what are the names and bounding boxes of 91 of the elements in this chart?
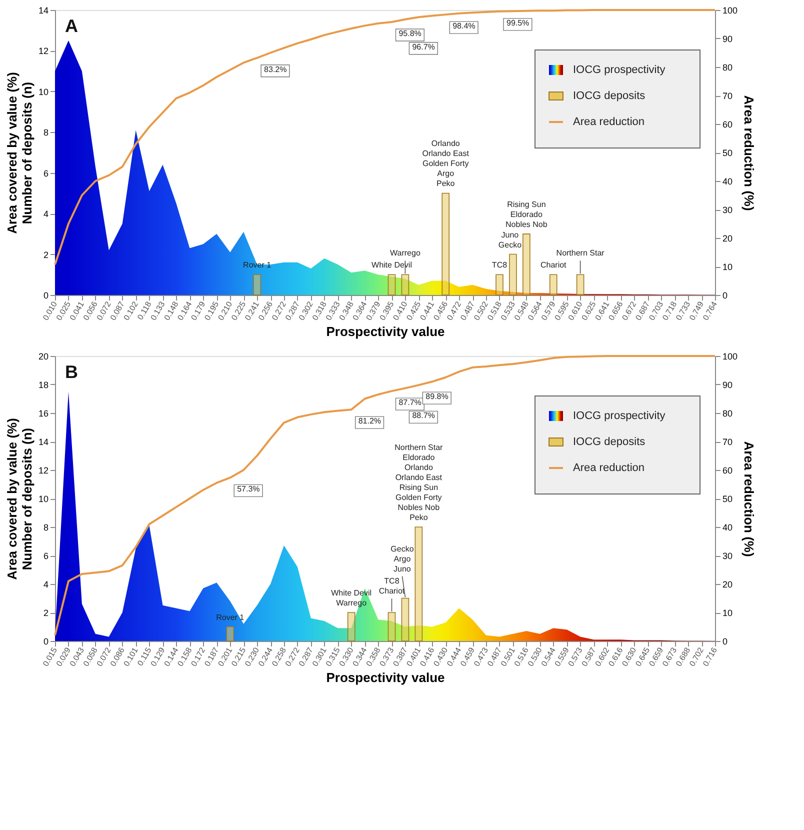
bar: [442, 192, 450, 296]
bar: [576, 274, 584, 296]
y2-tick-label: 100: [722, 6, 738, 16]
bar: [522, 234, 530, 296]
y2-tick-label: 90: [722, 34, 733, 44]
data-label: 57.3%: [237, 484, 260, 494]
y2-tick-label: 0: [722, 636, 728, 646]
data-label: Gecko Argo Juno: [390, 544, 414, 574]
y2-tick-label: 50: [722, 494, 733, 504]
legend-label: IOCG prospectivity: [573, 410, 666, 422]
y-tick-label: 4: [43, 209, 48, 220]
y2-axis-title: Area reduction (%): [742, 441, 757, 557]
y-axis-title: Area covered by value (%) Number of deposits (n): [4, 418, 34, 580]
y2-tick-label: 10: [722, 608, 733, 618]
y2-tick-label: 60: [722, 466, 733, 476]
y-tick-label: 14: [38, 437, 48, 447]
bar: [401, 274, 410, 296]
y-tick-label: 0: [43, 290, 48, 300]
y2-tick-label: 0: [722, 290, 728, 300]
data-label: Northern Star Eldorado Orlando Orlando East Rising Sun Golden Forty Nobles Nob Peko: [394, 443, 444, 522]
data-label: Chariot: [540, 260, 568, 270]
bar: [509, 254, 517, 296]
y2-tick-label: 10: [722, 262, 733, 272]
y2-tick-label: 60: [722, 120, 733, 130]
data-label: Juno Gecko: [498, 230, 522, 250]
y2-tick-label: 100: [722, 352, 738, 362]
data-label: 95.8%: [398, 28, 422, 38]
y-tick-label: 4: [43, 580, 48, 590]
y2-tick-label: 30: [722, 205, 733, 215]
y2-tick-label: 40: [722, 176, 733, 186]
y-tick-label: 16: [38, 408, 48, 418]
y-tick-label: 18: [38, 380, 48, 390]
legend-label: IOCG deposits: [573, 90, 646, 102]
y-tick-label: 10: [38, 494, 48, 504]
y-tick-label: 8: [43, 522, 48, 532]
legend-label: IOCG deposits: [573, 436, 646, 448]
y2-tick-label: 50: [722, 148, 733, 158]
y2-tick-label: 80: [722, 62, 733, 72]
data-label: 81.2%: [358, 416, 382, 426]
bar: [347, 612, 356, 642]
bar: [226, 626, 234, 642]
y-tick-label: 6: [43, 168, 48, 178]
chart-title: A: [65, 16, 78, 36]
y2-tick-label: 70: [722, 437, 733, 447]
data-label: Warrego: [390, 248, 421, 258]
data-label: Rover 1: [216, 612, 245, 622]
y-tick-label: 2: [43, 608, 48, 618]
y-tick-label: 14: [38, 6, 48, 16]
bar: [388, 612, 396, 642]
y2-tick-label: 80: [722, 408, 733, 418]
data-label: 99.5%: [506, 18, 530, 28]
y-tick-label: 12: [38, 466, 48, 476]
y2-axis-title: Area reduction (%): [742, 95, 757, 211]
bar: [549, 274, 558, 296]
data-label: 88.7%: [412, 411, 435, 420]
data-label: 83.2%: [264, 64, 287, 74]
y-tick-label: 6: [43, 551, 48, 561]
y-tick-label: 20: [38, 352, 48, 362]
y-tick-label: 12: [38, 46, 48, 56]
y2-tick-label: 40: [722, 522, 733, 532]
y-axis-title: Area covered by value (%) Number of deposits (n): [4, 72, 34, 234]
data-label: 98.4%: [452, 22, 476, 31]
legend-label: Area reduction: [573, 116, 645, 128]
bar: [401, 598, 410, 642]
x-axis-title: Prospectivity value: [326, 670, 445, 685]
data-label: Orlando Orlando East Golden Forty Argo Peko: [422, 139, 470, 188]
bar: [414, 526, 423, 642]
y2-tick-label: 30: [722, 551, 733, 561]
y2-tick-label: 20: [722, 580, 733, 590]
chart-title: B: [65, 362, 78, 382]
data-label: TC8 Chariot: [378, 576, 406, 596]
y2-tick-label: 20: [722, 234, 733, 244]
y-tick-label: 0: [43, 636, 48, 646]
data-label: Rising Sun Eldorado Nobles Nob: [506, 200, 548, 229]
data-label: 89.8%: [426, 392, 448, 402]
x-axis-title: Prospectivity value: [326, 324, 445, 339]
data-label: Northern Star: [556, 248, 605, 258]
line-series: [54, 9, 716, 266]
y2-tick-label: 70: [722, 91, 733, 101]
bar: [253, 274, 261, 296]
y-tick-label: 10: [38, 86, 48, 97]
y-tick-label: 8: [43, 128, 48, 138]
bar: [496, 274, 504, 296]
legend-label: Area reduction: [573, 462, 645, 474]
data-label: 87.7%: [398, 398, 422, 408]
y-tick-label: 2: [43, 250, 48, 260]
data-label: TC8: [492, 260, 508, 270]
data-label: 96.7%: [412, 42, 435, 52]
bar: [388, 274, 396, 296]
legend-label: IOCG prospectivity: [573, 64, 666, 76]
y2-tick-label: 90: [722, 380, 733, 390]
